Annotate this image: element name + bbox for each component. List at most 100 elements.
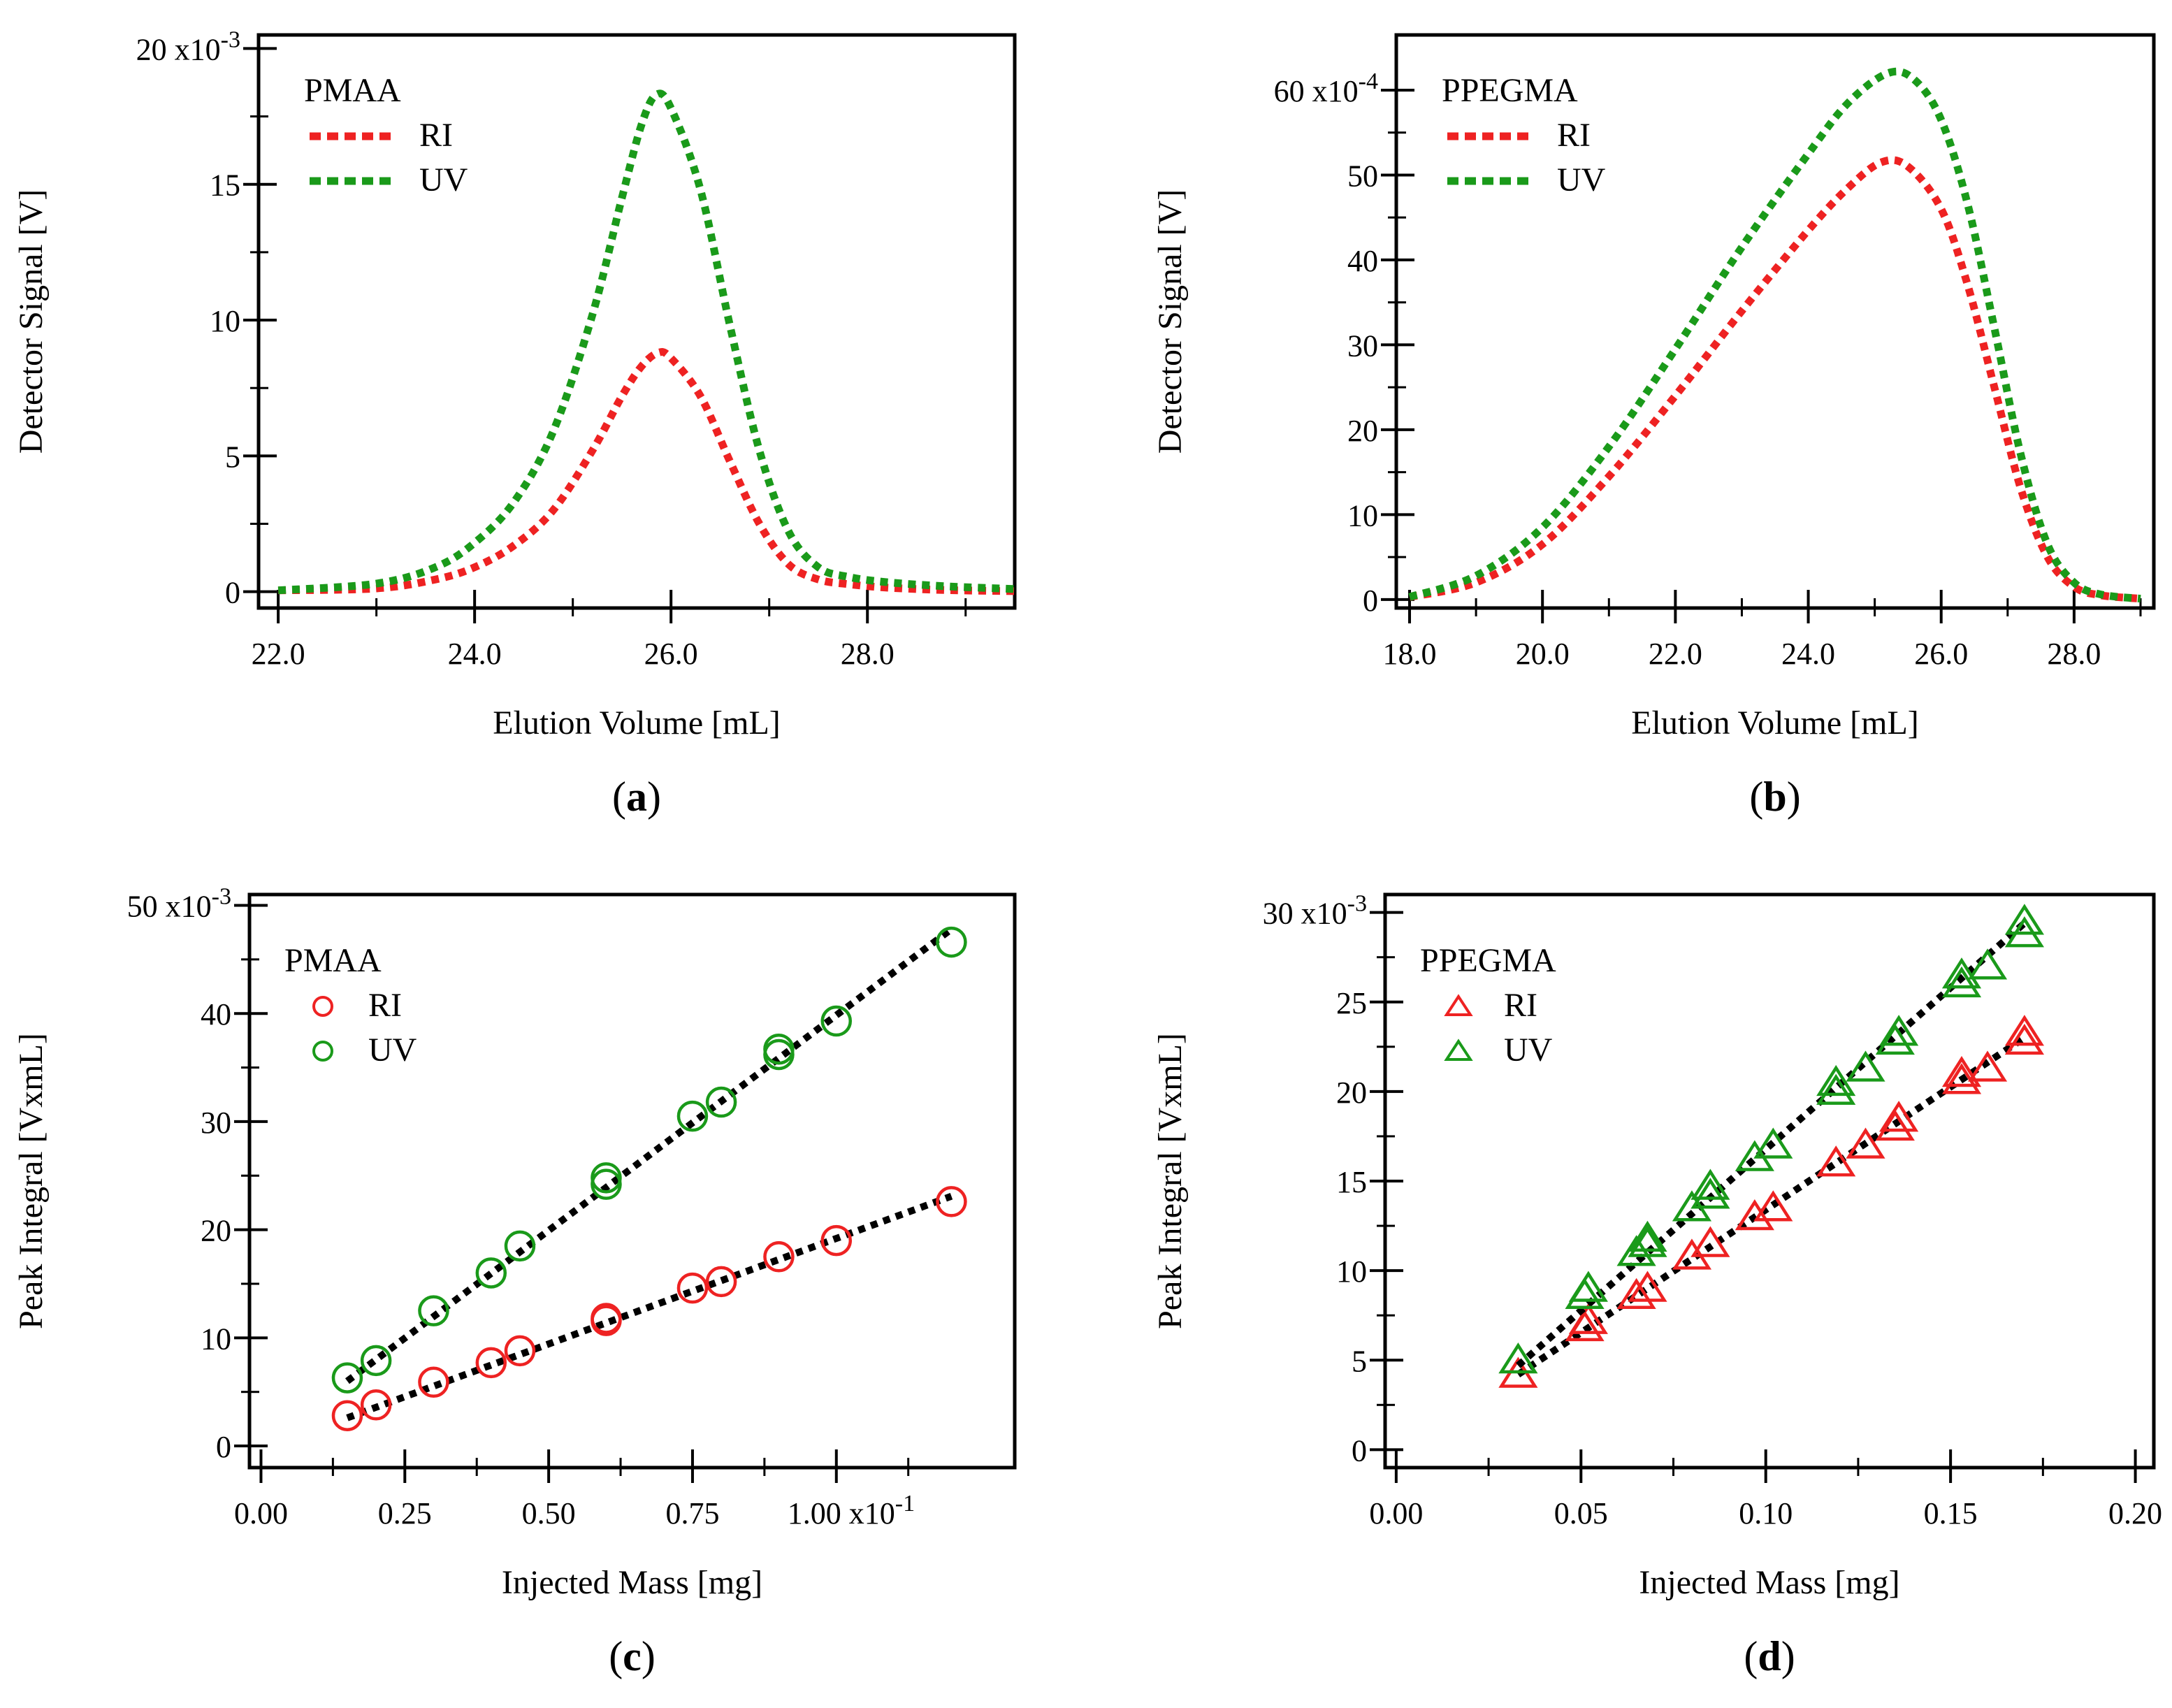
x-tick-label: 1.00 x10-1	[788, 1491, 915, 1531]
plot-frame	[247, 892, 1017, 1470]
x-tick-label: 26.0	[1914, 637, 1968, 671]
y-tick-label: 50	[1347, 159, 1378, 193]
legend: PMAA RI UV	[284, 942, 417, 1069]
plot-area	[1408, 67, 2141, 603]
data-point-uv	[1846, 1050, 1885, 1082]
panel-b: 18.0 20.0 22.0 24.0 26.0 28.0 0 10 20 30 40 50 60 x1…	[1152, 33, 2156, 820]
data-point-uv	[705, 1086, 737, 1118]
data-point-ri	[1879, 1101, 1919, 1132]
y-tick-label: 30	[1347, 328, 1378, 363]
legend-marker-uv	[312, 1041, 333, 1062]
fit-line-uv	[345, 926, 954, 1384]
x-tick-label: 0.75	[665, 1496, 719, 1530]
panel-caption: (c)	[609, 1633, 656, 1679]
x-tick-label: 20.0	[1516, 637, 1570, 671]
data-point-uv	[1498, 1342, 1538, 1374]
data-point-ri	[591, 1303, 622, 1334]
x-tick-label: 28.0	[2047, 637, 2101, 671]
data-point-ri	[2004, 1015, 2044, 1046]
data-point-ri	[504, 1335, 536, 1367]
legend-marker-ri	[1444, 994, 1473, 1016]
panel-caption: (b)	[1749, 774, 1800, 820]
plot-area	[331, 926, 967, 1431]
legend: PPEGMA RI UV	[1442, 72, 1606, 198]
data-point-ri	[1616, 1278, 1656, 1310]
data-point-uv	[418, 1295, 449, 1326]
data-point-uv	[2004, 904, 2044, 935]
y-tick-label: 30 x10-3	[1263, 890, 1367, 931]
y-tick-label: 50 x10-3	[127, 883, 231, 924]
legend-label-ri: RI	[368, 987, 402, 1024]
data-point-ri	[1753, 1190, 1793, 1222]
legend-label-ri: RI	[1504, 987, 1537, 1024]
legend-label-ri: RI	[1557, 117, 1591, 154]
series-line-uv	[1408, 67, 2141, 603]
legend-title: PPEGMA	[1420, 942, 1556, 979]
y-tick-label: 0	[225, 576, 240, 610]
x-tick-label: 0.50	[522, 1496, 576, 1530]
x-tick-label: 18.0	[1383, 637, 1437, 671]
data-point-uv	[1628, 1226, 1667, 1257]
data-point-uv	[1941, 966, 1982, 998]
y-tick-label: 15	[1336, 1165, 1367, 1199]
legend: PPEGMA RI UV	[1420, 942, 1556, 1069]
series-line-ri	[1408, 156, 2141, 603]
data-point-ri	[676, 1272, 709, 1304]
data-point-ri	[705, 1266, 737, 1298]
y-tick-label: 0	[1363, 584, 1378, 618]
y-tick-label: 5	[225, 440, 240, 474]
legend-title: PMAA	[304, 72, 401, 109]
y-tick-label: 5	[1352, 1344, 1367, 1378]
data-point-ri	[1568, 1303, 1608, 1334]
data-point-ri	[763, 1241, 795, 1273]
data-point-ri	[475, 1347, 507, 1379]
data-point-ri	[418, 1366, 449, 1398]
y-tick-label: 60 x10-4	[1274, 68, 1378, 108]
y-axis-label: Detector Signal [V]	[13, 189, 50, 454]
y-tick-label: 0	[216, 1430, 231, 1464]
data-point-uv	[475, 1257, 507, 1289]
data-point-ri	[1941, 1056, 1982, 1087]
x-tick-label: 0.25	[378, 1496, 432, 1530]
data-point-uv	[1941, 957, 1982, 989]
legend-marker-uv	[1444, 1038, 1473, 1061]
data-point-ri	[1967, 1050, 2008, 1082]
y-tick-label: 40	[201, 997, 231, 1032]
x-tick-label: 0.10	[1739, 1496, 1793, 1530]
data-point-uv	[1690, 1168, 1730, 1200]
data-point-uv	[763, 1033, 795, 1065]
data-point-uv	[1628, 1220, 1667, 1252]
data-point-ri	[936, 1186, 967, 1217]
y-tick-label: 20 x10-3	[136, 27, 240, 67]
y-tick-label: 20	[1347, 414, 1378, 448]
x-tick-label: 26.0	[644, 637, 698, 671]
legend-label-uv: UV	[1504, 1032, 1553, 1069]
fit-line-uv	[1516, 920, 2027, 1368]
x-tick-label: 24.0	[448, 637, 502, 671]
data-point-uv	[1753, 1127, 1793, 1159]
data-point-ri	[1690, 1226, 1730, 1257]
data-point-ri	[1628, 1271, 1667, 1302]
legend-title: PPEGMA	[1442, 72, 1578, 109]
data-point-uv	[1816, 1073, 1856, 1105]
data-point-uv	[820, 1005, 853, 1037]
series-line-uv	[277, 89, 1015, 595]
x-tick-label: 0.05	[1554, 1496, 1608, 1530]
panel-caption: (a)	[612, 774, 661, 820]
data-point-uv	[331, 1362, 363, 1394]
legend: PMAA RI UV	[304, 72, 468, 198]
legend-label-uv: UV	[368, 1032, 417, 1069]
legend-marker-ri	[312, 996, 333, 1017]
data-point-ri	[1816, 1145, 1856, 1177]
x-axis-label: Elution Volume [mL]	[1631, 704, 1919, 741]
data-point-uv	[360, 1345, 392, 1377]
y-tick-label: 15	[210, 168, 240, 203]
plot-frame	[1383, 892, 2156, 1470]
y-tick-label: 25	[1336, 986, 1367, 1020]
panel-c: 0.00 0.25 0.50 0.75 1.00 x10-1 0 10 20 30 40 50 x1…	[13, 883, 1017, 1679]
y-tick-label: 20	[1336, 1076, 1367, 1110]
series-line-ri	[277, 348, 1015, 595]
data-point-uv	[1690, 1178, 1730, 1209]
x-tick-label: 0.15	[1924, 1496, 1978, 1530]
